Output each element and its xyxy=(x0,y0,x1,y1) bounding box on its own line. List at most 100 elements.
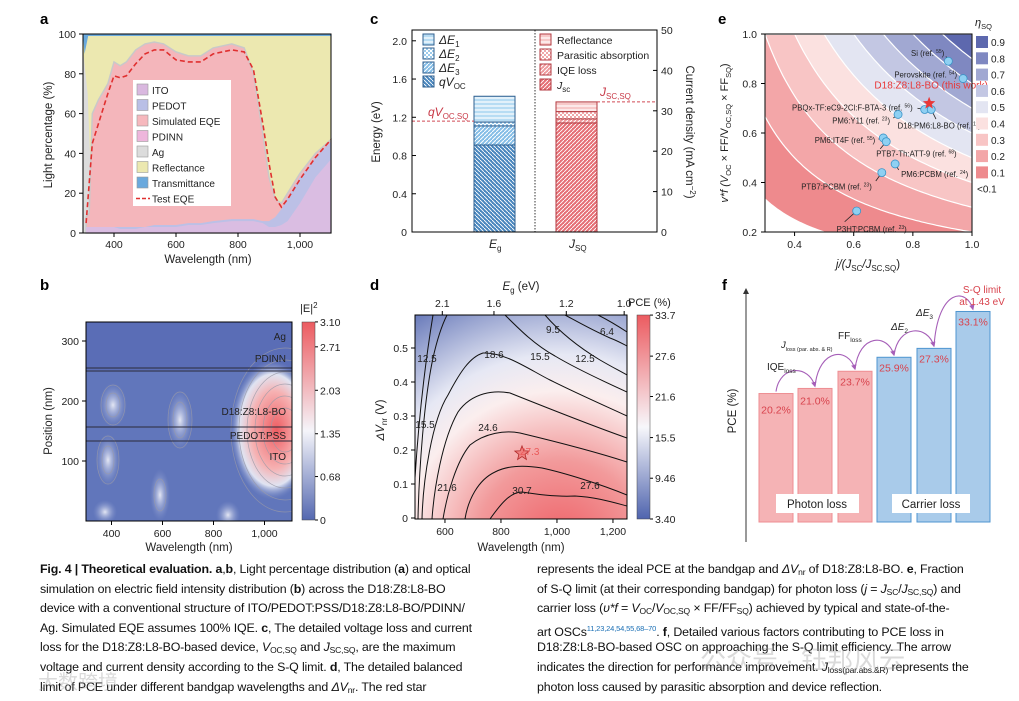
legend-label: Jsc xyxy=(556,80,570,94)
colorbar-tick-label: 0.68 xyxy=(320,472,341,484)
point-ref: 23 xyxy=(899,225,905,231)
eta-legend-swatch xyxy=(976,101,988,114)
label-main: qV xyxy=(439,75,455,89)
eta-legend-label: 0.4 xyxy=(991,120,1005,131)
data-point-ptb7-pcbm[interactable] xyxy=(877,168,887,178)
caption-text: = xyxy=(866,581,881,596)
loss-step-label: ΔE3 xyxy=(915,308,933,321)
energy-segment-ΔE3 xyxy=(473,125,516,146)
caption-text: . The red star xyxy=(355,679,427,694)
data-point-si[interactable] xyxy=(943,56,953,66)
loss-step-subscript: loss xyxy=(850,337,862,344)
x-tick-label: 1,000 xyxy=(287,239,313,251)
loss-step-main: J xyxy=(780,340,786,351)
data-point-perovskite[interactable] xyxy=(958,74,968,83)
layer-label-active: D18:Z8:L8-BO xyxy=(222,407,287,418)
point-label: Perovskite (ref. 54) xyxy=(894,71,957,80)
point-label: PTB7-Th:ATT-9 (ref. 68) xyxy=(876,150,957,159)
caption-line: device with a conventional structure of … xyxy=(40,599,472,619)
caption-text: D18:Z8:L8-BO-based OSC on approaching th… xyxy=(537,640,951,655)
caption-line: voltage and current density according to… xyxy=(40,658,472,678)
caption-text: a xyxy=(398,562,405,576)
field-hotspot xyxy=(99,383,127,427)
pce-bar-value: 27.3% xyxy=(919,353,949,365)
contour-label: 12.5 xyxy=(417,354,437,365)
legend-swatch xyxy=(539,33,552,46)
x-category-label: Eg xyxy=(489,237,501,253)
pce-bar-value: 33.1% xyxy=(958,316,988,328)
y-tick-label: 0.8 xyxy=(392,151,407,163)
caption-text: SC,SQ xyxy=(907,586,934,597)
pce-bar-value: 21.0% xyxy=(800,395,830,407)
point-label-close: ) xyxy=(887,116,890,125)
caption-text: represents the ideal PCE at the bandgap … xyxy=(537,562,782,576)
legend-swatch xyxy=(136,130,149,142)
caption-text: , Light percentage distribution ( xyxy=(232,562,399,576)
improvement-arrow xyxy=(933,295,975,347)
data-point-pm6-y11[interactable] xyxy=(893,110,903,119)
current-segment-jsc xyxy=(555,122,598,233)
y-tick-label: 0.8 xyxy=(742,79,757,91)
caption-text: SC xyxy=(886,586,899,597)
label-subscript: OC,SQ xyxy=(443,112,469,121)
eta-legend-label: 0.2 xyxy=(991,152,1005,163)
legend-label: ΔE3 xyxy=(438,61,460,77)
x-tick-label: 1.0 xyxy=(965,239,980,251)
data-point-p3ht-pcbm[interactable] xyxy=(852,206,862,216)
eta-legend-swatch xyxy=(976,133,988,146)
contour-label: 30.7 xyxy=(512,486,532,497)
panel-c-frame xyxy=(411,29,658,233)
caption-line: art OSCs11,23,24,54,55,68–70. f, Detaile… xyxy=(537,619,969,639)
caption-line: represents the ideal PCE at the bandgap … xyxy=(537,560,969,580)
eta-legend-label: 0.9 xyxy=(991,38,1005,49)
watermark-corner-logo: 大数跨境 xyxy=(38,672,118,694)
legend-label: Simulated EQE xyxy=(152,117,221,128)
eta-sq-legend: 0.9 0.8 0.7 0.6 0.5 0.4 0.3 0.2 0.1 <0.1 xyxy=(976,36,1005,196)
caption-line: Ag. Simulated EQE assumes 100% IQE. c, T… xyxy=(40,619,472,639)
colorbar-tick-label: 2.03 xyxy=(320,385,341,397)
y-tick-label: 0 xyxy=(401,227,407,239)
loss-step-main: ΔE xyxy=(890,322,905,333)
caption-text: loss(par.abs.&R) xyxy=(827,664,889,675)
colorbar-tick-label: 0 xyxy=(320,515,326,527)
carrier-loss-label-box xyxy=(892,494,970,513)
point-name: PTB7:PCBM (ref. xyxy=(801,183,863,192)
contour-label: 27.6 xyxy=(580,481,600,492)
caption-line: simulation on electric field intensity d… xyxy=(40,580,472,600)
this-work-star-marker[interactable] xyxy=(922,96,936,109)
data-point-pm6-pcbm[interactable] xyxy=(890,159,900,169)
caption-text: and xyxy=(296,640,324,655)
legend-label: PDINN xyxy=(152,133,183,144)
label-subscript: g xyxy=(497,244,501,253)
caption-text: nr xyxy=(347,684,355,695)
legend-label: ΔE2 xyxy=(438,47,460,63)
label-subscript: sc xyxy=(562,85,570,94)
y-tick-label: 80 xyxy=(64,69,76,81)
eta-legend-title: ηSQ xyxy=(975,17,992,31)
y-tick-label: 1.6 xyxy=(392,74,407,86)
caption-line: loss for the D18:Z8:L8-BO-based device, … xyxy=(40,638,472,658)
point-ref: 11 xyxy=(973,121,978,127)
caption-text: J xyxy=(901,581,908,596)
point-name: Perovskite (ref. xyxy=(894,71,949,80)
legend-swatch xyxy=(136,145,149,158)
legend-label: Ag xyxy=(152,148,164,159)
y-tick-label: 0.4 xyxy=(392,189,407,201)
caption-text: SC,SQ xyxy=(329,645,356,656)
panel-label-e: e xyxy=(718,11,726,28)
y-tick-label: 0.2 xyxy=(742,227,757,239)
colorbar-tick-label: 1.35 xyxy=(320,429,341,441)
legend-swatch xyxy=(422,33,435,46)
panel-e-sq-fraction: e Si (ref. 55)Perovskite (ref. 54)PBQx-T… xyxy=(718,11,1005,273)
caption-text: , Fraction xyxy=(913,562,964,576)
y-tick-label: 300 xyxy=(61,336,79,348)
point-label: Si (ref. 55) xyxy=(911,49,945,58)
watermark-text: 公众号 · 钰邦风云 xyxy=(700,645,906,675)
loss-step-label: Jloss (par. abs. & R) xyxy=(780,340,833,353)
caption-text[interactable]: 11,23,24,54,55,68–70 xyxy=(586,623,657,633)
legend-swatch xyxy=(422,47,435,60)
data-point-ptb7-th-att-9[interactable] xyxy=(881,137,891,147)
point-ref: 23 xyxy=(864,183,870,189)
caption-text: J xyxy=(880,581,887,596)
